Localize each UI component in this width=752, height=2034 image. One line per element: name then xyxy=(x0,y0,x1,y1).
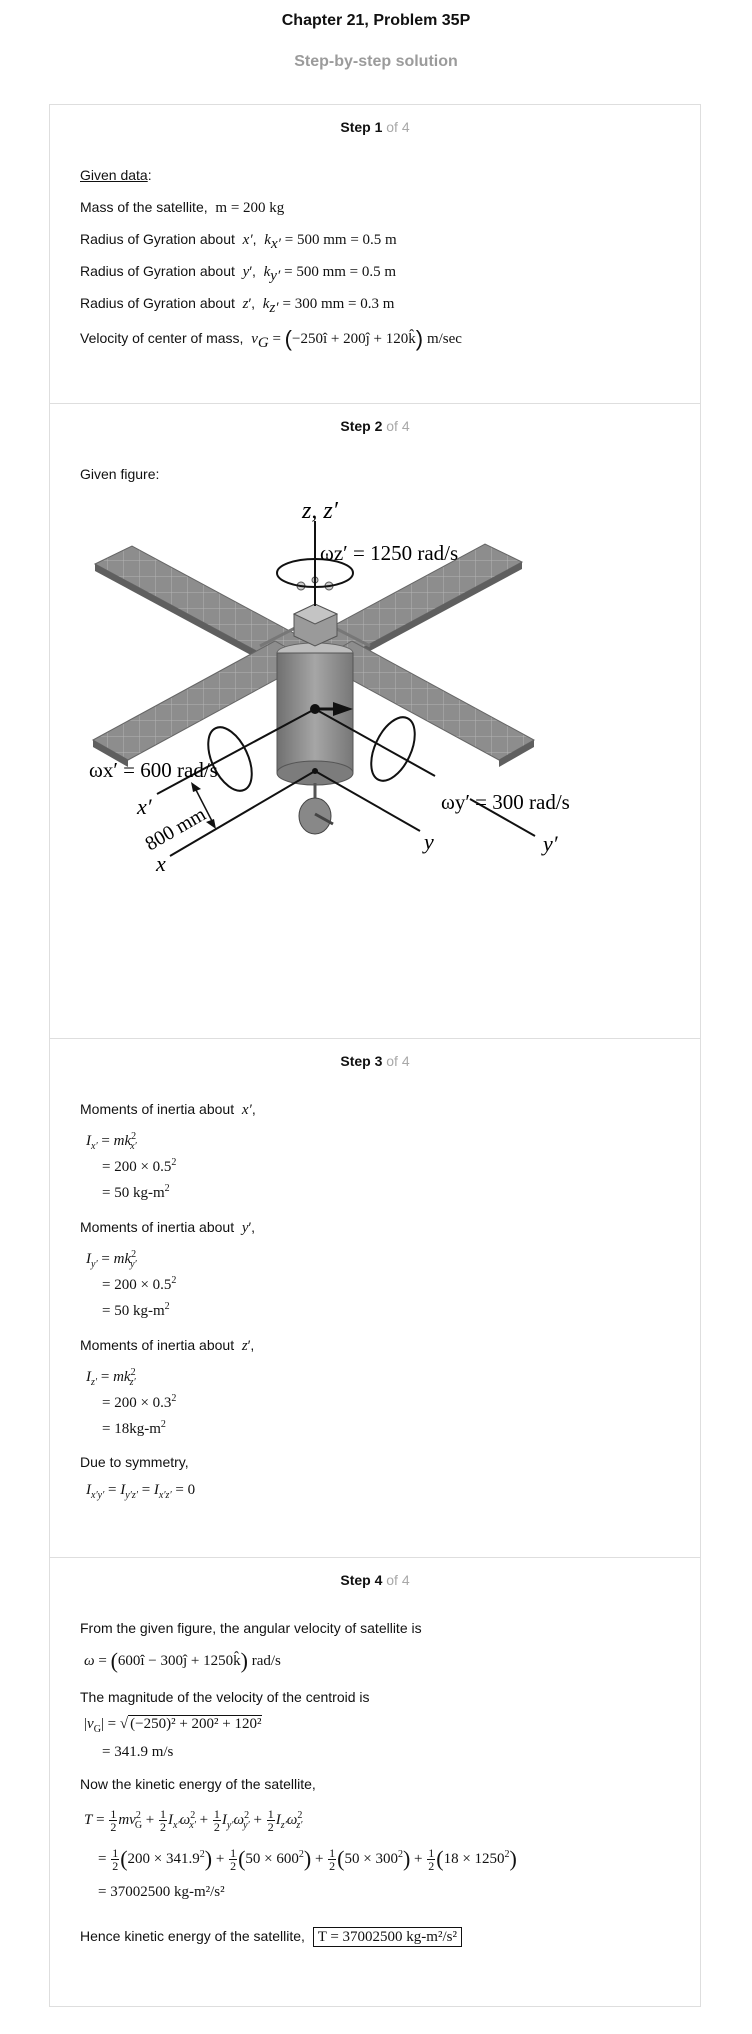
iy-equation: Iy′ = mk2y′ xyxy=(86,1249,137,1270)
vg-radicand: (−250)² + 200² + 120² xyxy=(128,1715,262,1732)
angular-velocity-label: From the given figure, the angular veloc… xyxy=(80,1620,422,1636)
ix-line-2: = 200 × 0.5 xyxy=(102,1159,172,1175)
axes xyxy=(156,521,536,857)
iy-line-2: = 200 × 0.5 xyxy=(102,1277,172,1293)
ke-substitution: = 1 2 (200 × 341.92) + 1 2 (50 × 6002) + 1 2(… xyxy=(98,1846,517,1874)
step-count: of 4 xyxy=(386,1572,410,1588)
velocity-unit: m/sec xyxy=(426,331,462,347)
given-data-label: Given data xyxy=(80,167,148,183)
final-answer-label: Hence kinetic energy of the satellite, xyxy=(80,1928,305,1944)
step-2-heading: Step 2 of 4 xyxy=(50,418,700,434)
x-prime-label: x′ xyxy=(136,794,153,819)
gyration-z-row: Radius of Gyration about z′, kz′ = 300 m… xyxy=(80,295,395,316)
iz-equation: Iz′ = mk2z′ xyxy=(86,1367,136,1388)
omega-vector: 600î − 300ĵ + 1250k̂ xyxy=(117,1653,241,1669)
omega-equation: ω = (600î − 300ĵ + 1250k̂) rad/s xyxy=(84,1648,281,1673)
step-count: of 4 xyxy=(386,119,410,135)
step-count: of 4 xyxy=(386,418,410,434)
step-label: Step 4 xyxy=(340,1572,383,1588)
product-inertia-equation: Ix′y′ = Iy′z′ = Ix′z′ = 0 xyxy=(86,1482,196,1501)
velocity-label: Velocity of center of mass, xyxy=(80,330,244,346)
vg-magnitude-equation: |vG| = √ (−250)² + 200² + 120² xyxy=(84,1715,262,1735)
ke-result: = 37002500 kg-m²/s² xyxy=(98,1884,225,1900)
vg-result: = 341.9 m/s xyxy=(102,1744,174,1760)
mass-label: Mass of the satellite, xyxy=(80,199,208,215)
gyration-x-equation: = 500 mm = 0.5 m xyxy=(284,232,397,248)
mass-row: Mass of the satellite, m = 200 kg xyxy=(80,199,284,217)
step-count: of 4 xyxy=(386,1053,410,1069)
step-3-card: Step 3 of 4 Moments of inertia about x′,… xyxy=(49,1038,701,1558)
final-answer-box: T = 37002500 kg-m²/s² xyxy=(312,1927,462,1947)
iz-step-3: = 18kg-m2 xyxy=(102,1419,166,1437)
iz-step-2: = 200 × 0.32 xyxy=(102,1393,177,1411)
step-label: Step 1 xyxy=(340,119,383,135)
step-2-card: Step 2 of 4 Given figure: xyxy=(49,403,701,1039)
y-prime-label: y′ xyxy=(541,831,559,856)
omega-z-label: ωz′ = 1250 rad/s xyxy=(320,541,458,565)
final-answer-row: Hence kinetic energy of the satellite, T… xyxy=(80,1927,462,1947)
ix-step-3: = 50 kg-m2 xyxy=(102,1183,170,1201)
gyration-z-equation: = 300 mm = 0.3 m xyxy=(282,296,395,312)
gyration-x-label: Radius of Gyration about xyxy=(80,231,235,247)
velocity-magnitude-label: The magnitude of the velocity of the cen… xyxy=(80,1689,370,1705)
satellite-figure: z, z′ ωz′ = 1250 rad/s ωx′ = 600 rad/s ω… xyxy=(89,498,570,876)
z-axis-label: z, z′ xyxy=(301,498,339,524)
mass-equation: m = 200 kg xyxy=(215,200,285,216)
step-3-heading: Step 3 of 4 xyxy=(50,1053,700,1069)
given-data-colon: : xyxy=(147,167,152,183)
omega-unit: rad/s xyxy=(251,1653,281,1669)
iy-step-2: = 200 × 0.52 xyxy=(102,1275,177,1293)
moment-z-label: Moments of inertia about xyxy=(80,1337,235,1353)
moment-y-label: Moments of inertia about xyxy=(80,1219,235,1235)
step-4-heading: Step 4 of 4 xyxy=(50,1572,700,1588)
given-data-heading: Given data: xyxy=(80,167,152,183)
step-label: Step 2 xyxy=(340,418,383,434)
iy-line-3: = 50 kg-m xyxy=(102,1303,165,1319)
moment-y-heading: Moments of inertia about y′, xyxy=(80,1219,256,1236)
omega-y-label: ωy′ = 300 rad/s xyxy=(441,790,570,814)
given-figure-label: Given figure: xyxy=(80,466,160,482)
ix-equation: Ix′ = mk2x′ xyxy=(86,1131,137,1152)
page-subtitle: Step-by-step solution xyxy=(294,53,458,70)
kinetic-energy-label: Now the kinetic energy of the satellite, xyxy=(80,1776,316,1792)
moment-x-label: Moments of inertia about xyxy=(80,1101,235,1117)
step-1-card: Step 1 of 4 Given data: Mass of the sate… xyxy=(49,104,701,404)
step-1-heading: Step 1 of 4 xyxy=(50,119,700,135)
page-title: Chapter 21, Problem 35P xyxy=(281,12,471,29)
moment-z-heading: Moments of inertia about z′, xyxy=(80,1337,255,1354)
gyration-z-label: Radius of Gyration about xyxy=(80,295,235,311)
velocity-row: Velocity of center of mass, vG = (−250î … xyxy=(80,326,462,351)
gyration-y-row: Radius of Gyration about y′, ky′ = 500 m… xyxy=(80,263,397,284)
step-label: Step 3 xyxy=(340,1053,383,1069)
gyration-y-equation: = 500 mm = 0.5 m xyxy=(284,264,397,280)
moment-x-heading: Moments of inertia about x′, xyxy=(80,1101,256,1118)
velocity-vector: −250î + 200ĵ + 120k̂ xyxy=(292,331,416,347)
step-4-card: Step 4 of 4 From the given figure, the a… xyxy=(49,1557,701,2007)
omega-x-label: ωx′ = 600 rad/s xyxy=(89,758,218,782)
distance-label: 800 mm xyxy=(142,803,211,855)
iz-line-3: = 18kg-m xyxy=(102,1421,161,1437)
gyration-y-label: Radius of Gyration about xyxy=(80,263,235,279)
ix-step-2: = 200 × 0.52 xyxy=(102,1157,177,1175)
gyration-x-row: Radius of Gyration about x′, kx′ = 500 m… xyxy=(80,231,397,252)
x-label: x xyxy=(155,851,166,876)
iz-line-2: = 200 × 0.3 xyxy=(102,1395,172,1411)
y-label: y xyxy=(422,829,434,854)
symmetry-label: Due to symmetry, xyxy=(80,1454,189,1470)
ix-line-3: = 50 kg-m xyxy=(102,1185,165,1201)
iy-step-3: = 50 kg-m2 xyxy=(102,1301,170,1319)
